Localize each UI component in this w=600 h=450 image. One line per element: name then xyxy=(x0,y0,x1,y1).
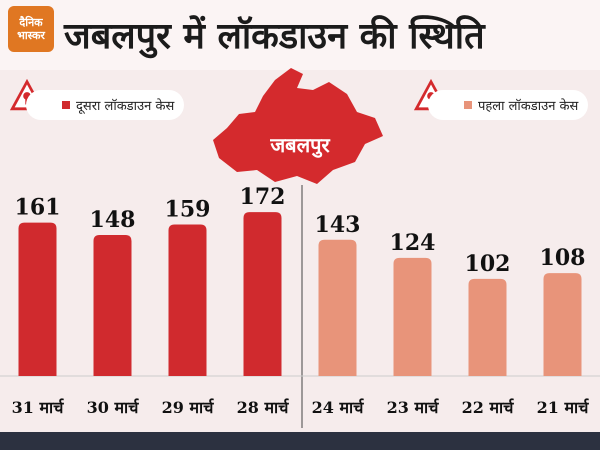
data-label: 124 xyxy=(390,230,436,256)
legend-swatch-first xyxy=(464,101,472,109)
legend-label-first: पहला लॉकडाउन केस xyxy=(478,99,579,114)
data-label: 148 xyxy=(90,207,136,233)
data-label: 102 xyxy=(465,251,511,277)
map-label: जबलपुर xyxy=(269,133,330,158)
x-tick-label: 28 मार्च xyxy=(237,398,290,417)
x-tick-label: 22 मार्च xyxy=(462,398,515,417)
data-label: 108 xyxy=(540,245,586,271)
page-title: जबलपुर में लॉकडाउन की स्थिति xyxy=(64,16,485,57)
bar xyxy=(93,235,132,376)
x-tick-label: 24 मार्च xyxy=(312,398,365,417)
brand-logo: दैनिक भास्कर xyxy=(8,6,54,52)
bar xyxy=(243,212,282,376)
legend-second-lockdown: दूसरा लॉकडाउन केस xyxy=(26,90,185,120)
legend-label-second: दूसरा लॉकडाउन केस xyxy=(76,99,175,114)
data-label: 143 xyxy=(315,212,361,238)
bar xyxy=(168,224,207,376)
bar xyxy=(543,273,582,376)
x-tick-label: 31 मार्च xyxy=(12,398,65,417)
x-tick-label: 23 मार्च xyxy=(387,398,440,417)
brand-line2: भास्कर xyxy=(17,29,45,42)
x-tick-label: 21 मार्च xyxy=(537,398,590,417)
bottom-band xyxy=(0,432,600,450)
x-tick-label: 29 मार्च xyxy=(162,398,215,417)
bar xyxy=(468,278,507,376)
data-label: 159 xyxy=(165,197,211,223)
bar xyxy=(18,222,57,376)
bar xyxy=(393,257,432,376)
title-bar xyxy=(0,0,600,70)
data-label: 161 xyxy=(15,195,61,221)
legend-swatch-second xyxy=(62,101,70,109)
x-tick-label: 30 मार्च xyxy=(87,398,140,417)
legend-first-lockdown: पहला लॉकडाउन केस xyxy=(428,90,589,120)
data-label: 172 xyxy=(240,184,286,210)
bar xyxy=(318,239,357,376)
brand-line1: दैनिक xyxy=(19,16,43,29)
map-shape-icon: जबलपुर xyxy=(213,68,383,184)
